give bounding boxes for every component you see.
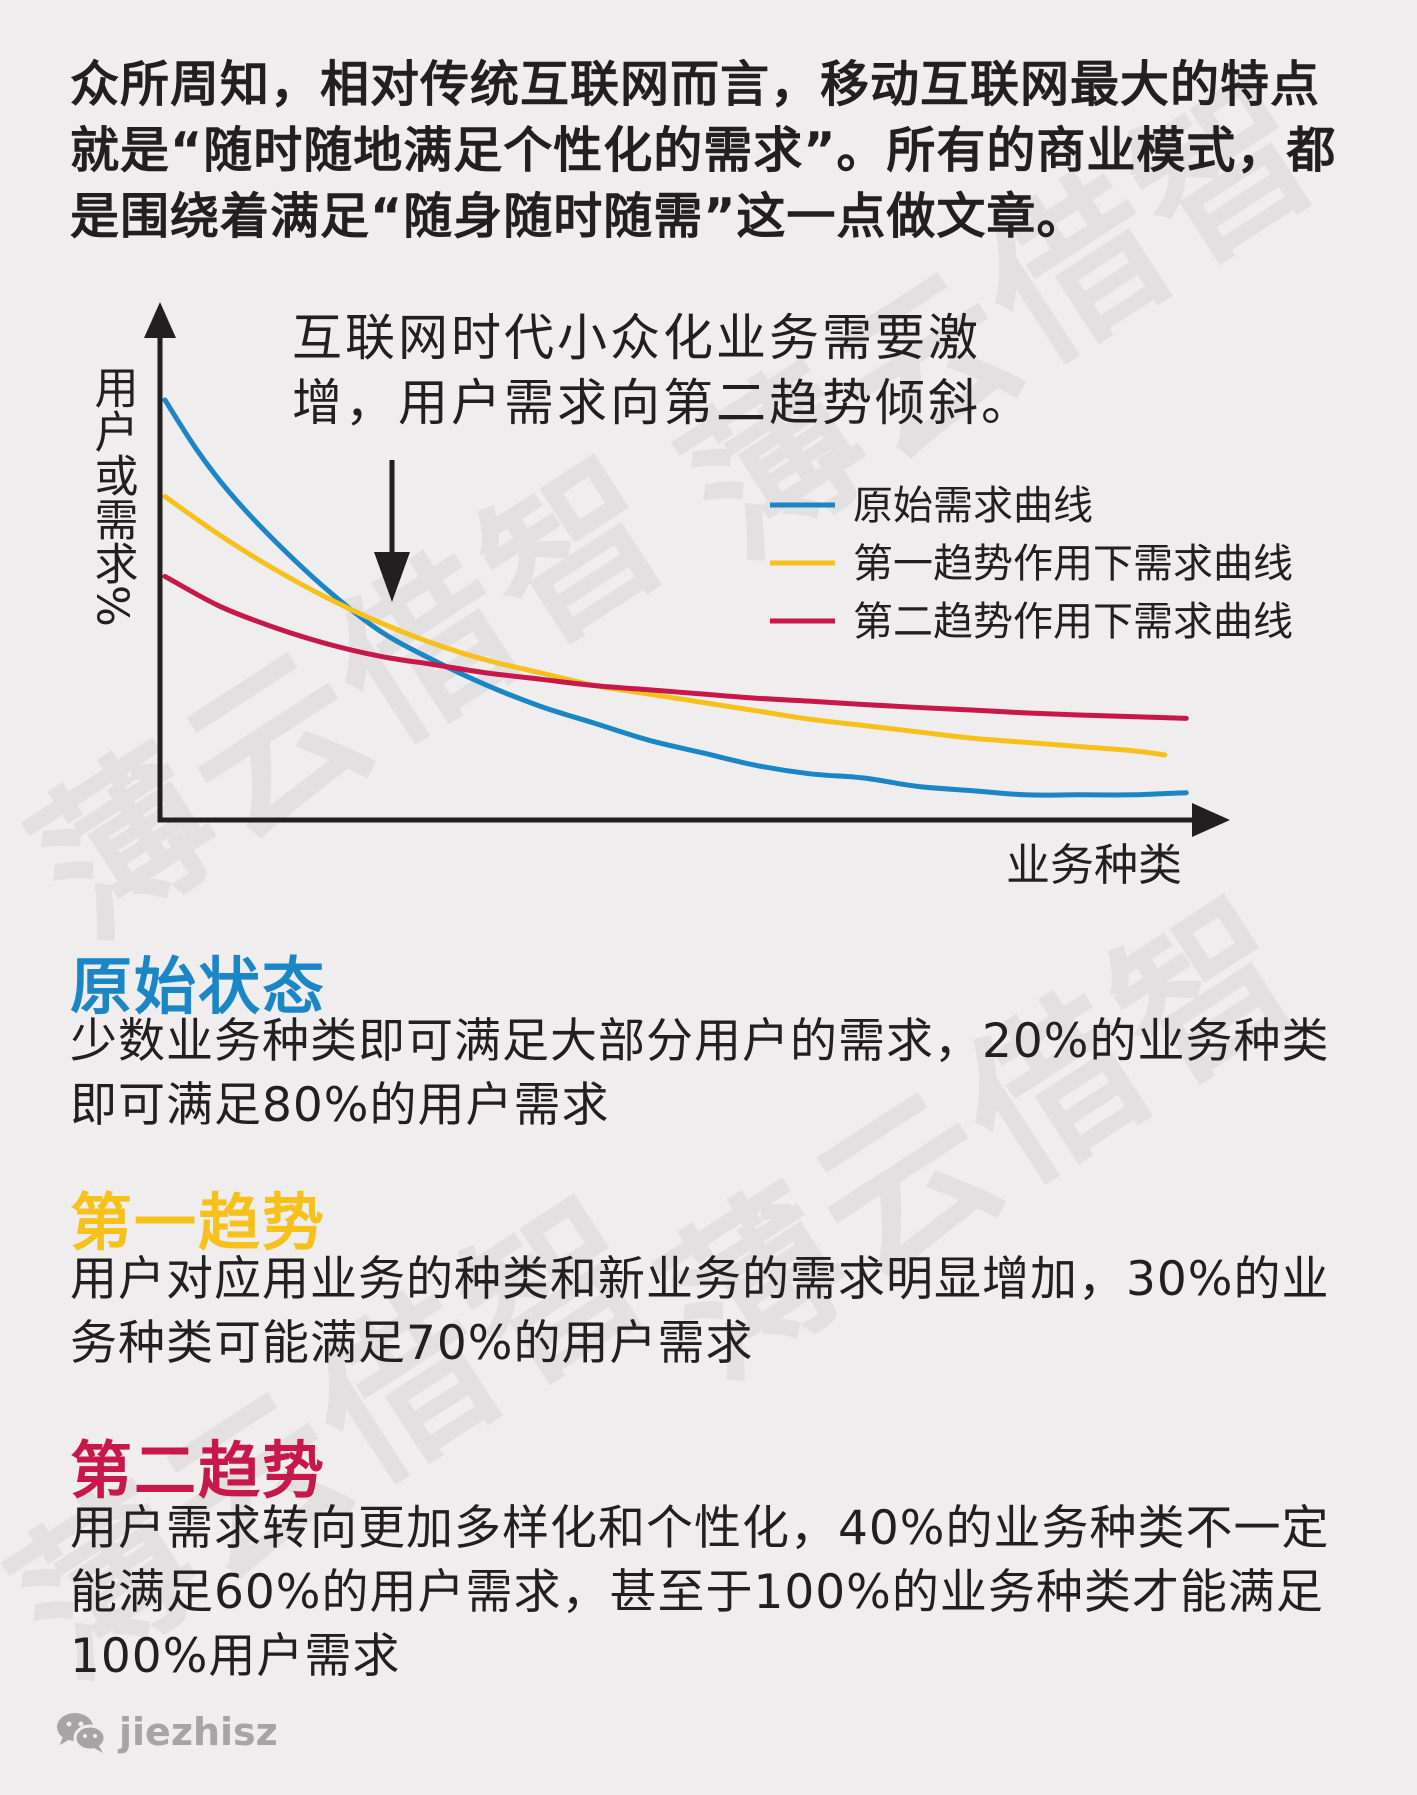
series-line-2	[162, 494, 1168, 758]
section-title-original: 原始状态	[70, 950, 327, 1023]
demand-curve-chart: 用户或需求% 业务种类 互联网时代小众化业务需要激 增，用户需求向第二趋势倾斜。…	[87, 302, 1293, 891]
brand: jiezhisz	[55, 1710, 278, 1754]
series-line-1	[162, 397, 1189, 798]
section-body-second-trend: 用户需求转向更加多样化和个性化，40%的业务种类不一定能满足60%的用户需求，甚…	[70, 1501, 1330, 1684]
section-title-first-trend: 第一趋势	[70, 1186, 327, 1259]
y-axis-arrow	[144, 302, 176, 338]
section-title-second-trend: 第二趋势	[70, 1434, 327, 1507]
intro-text: 众所周知，相对传统互联网而言，移动互联网最大的特点就是“随时随地满足个性化的需求…	[70, 56, 1337, 245]
legend-label-1: 原始需求曲线	[853, 483, 1093, 529]
brand-name: jiezhisz	[119, 1710, 278, 1754]
legend-label-3: 第二趋势作用下需求曲线	[853, 599, 1293, 645]
y-axis-label: 用户或需求%	[87, 365, 138, 627]
chart-annotation: 互联网时代小众化业务需要激	[292, 309, 981, 367]
section-body-first-trend: 用户对应用业务的种类和新业务的需求明显增加，30%的业务种类可能满足70%的用户…	[70, 1252, 1330, 1371]
annotation-arrowhead	[374, 552, 410, 602]
legend-label-2: 第一趋势作用下需求曲线	[853, 541, 1293, 587]
series-line-3	[162, 573, 1189, 721]
section-body-original: 少数业务种类即可满足大部分用户的需求，20%的业务种类即可满足80%的用户需求	[70, 1014, 1330, 1133]
wechat-icon	[57, 1713, 107, 1753]
x-axis-label: 业务种类	[1006, 840, 1182, 891]
chart-annotation: 增，用户需求向第二趋势倾斜。	[292, 374, 1034, 432]
x-axis-arrow	[1192, 803, 1230, 837]
